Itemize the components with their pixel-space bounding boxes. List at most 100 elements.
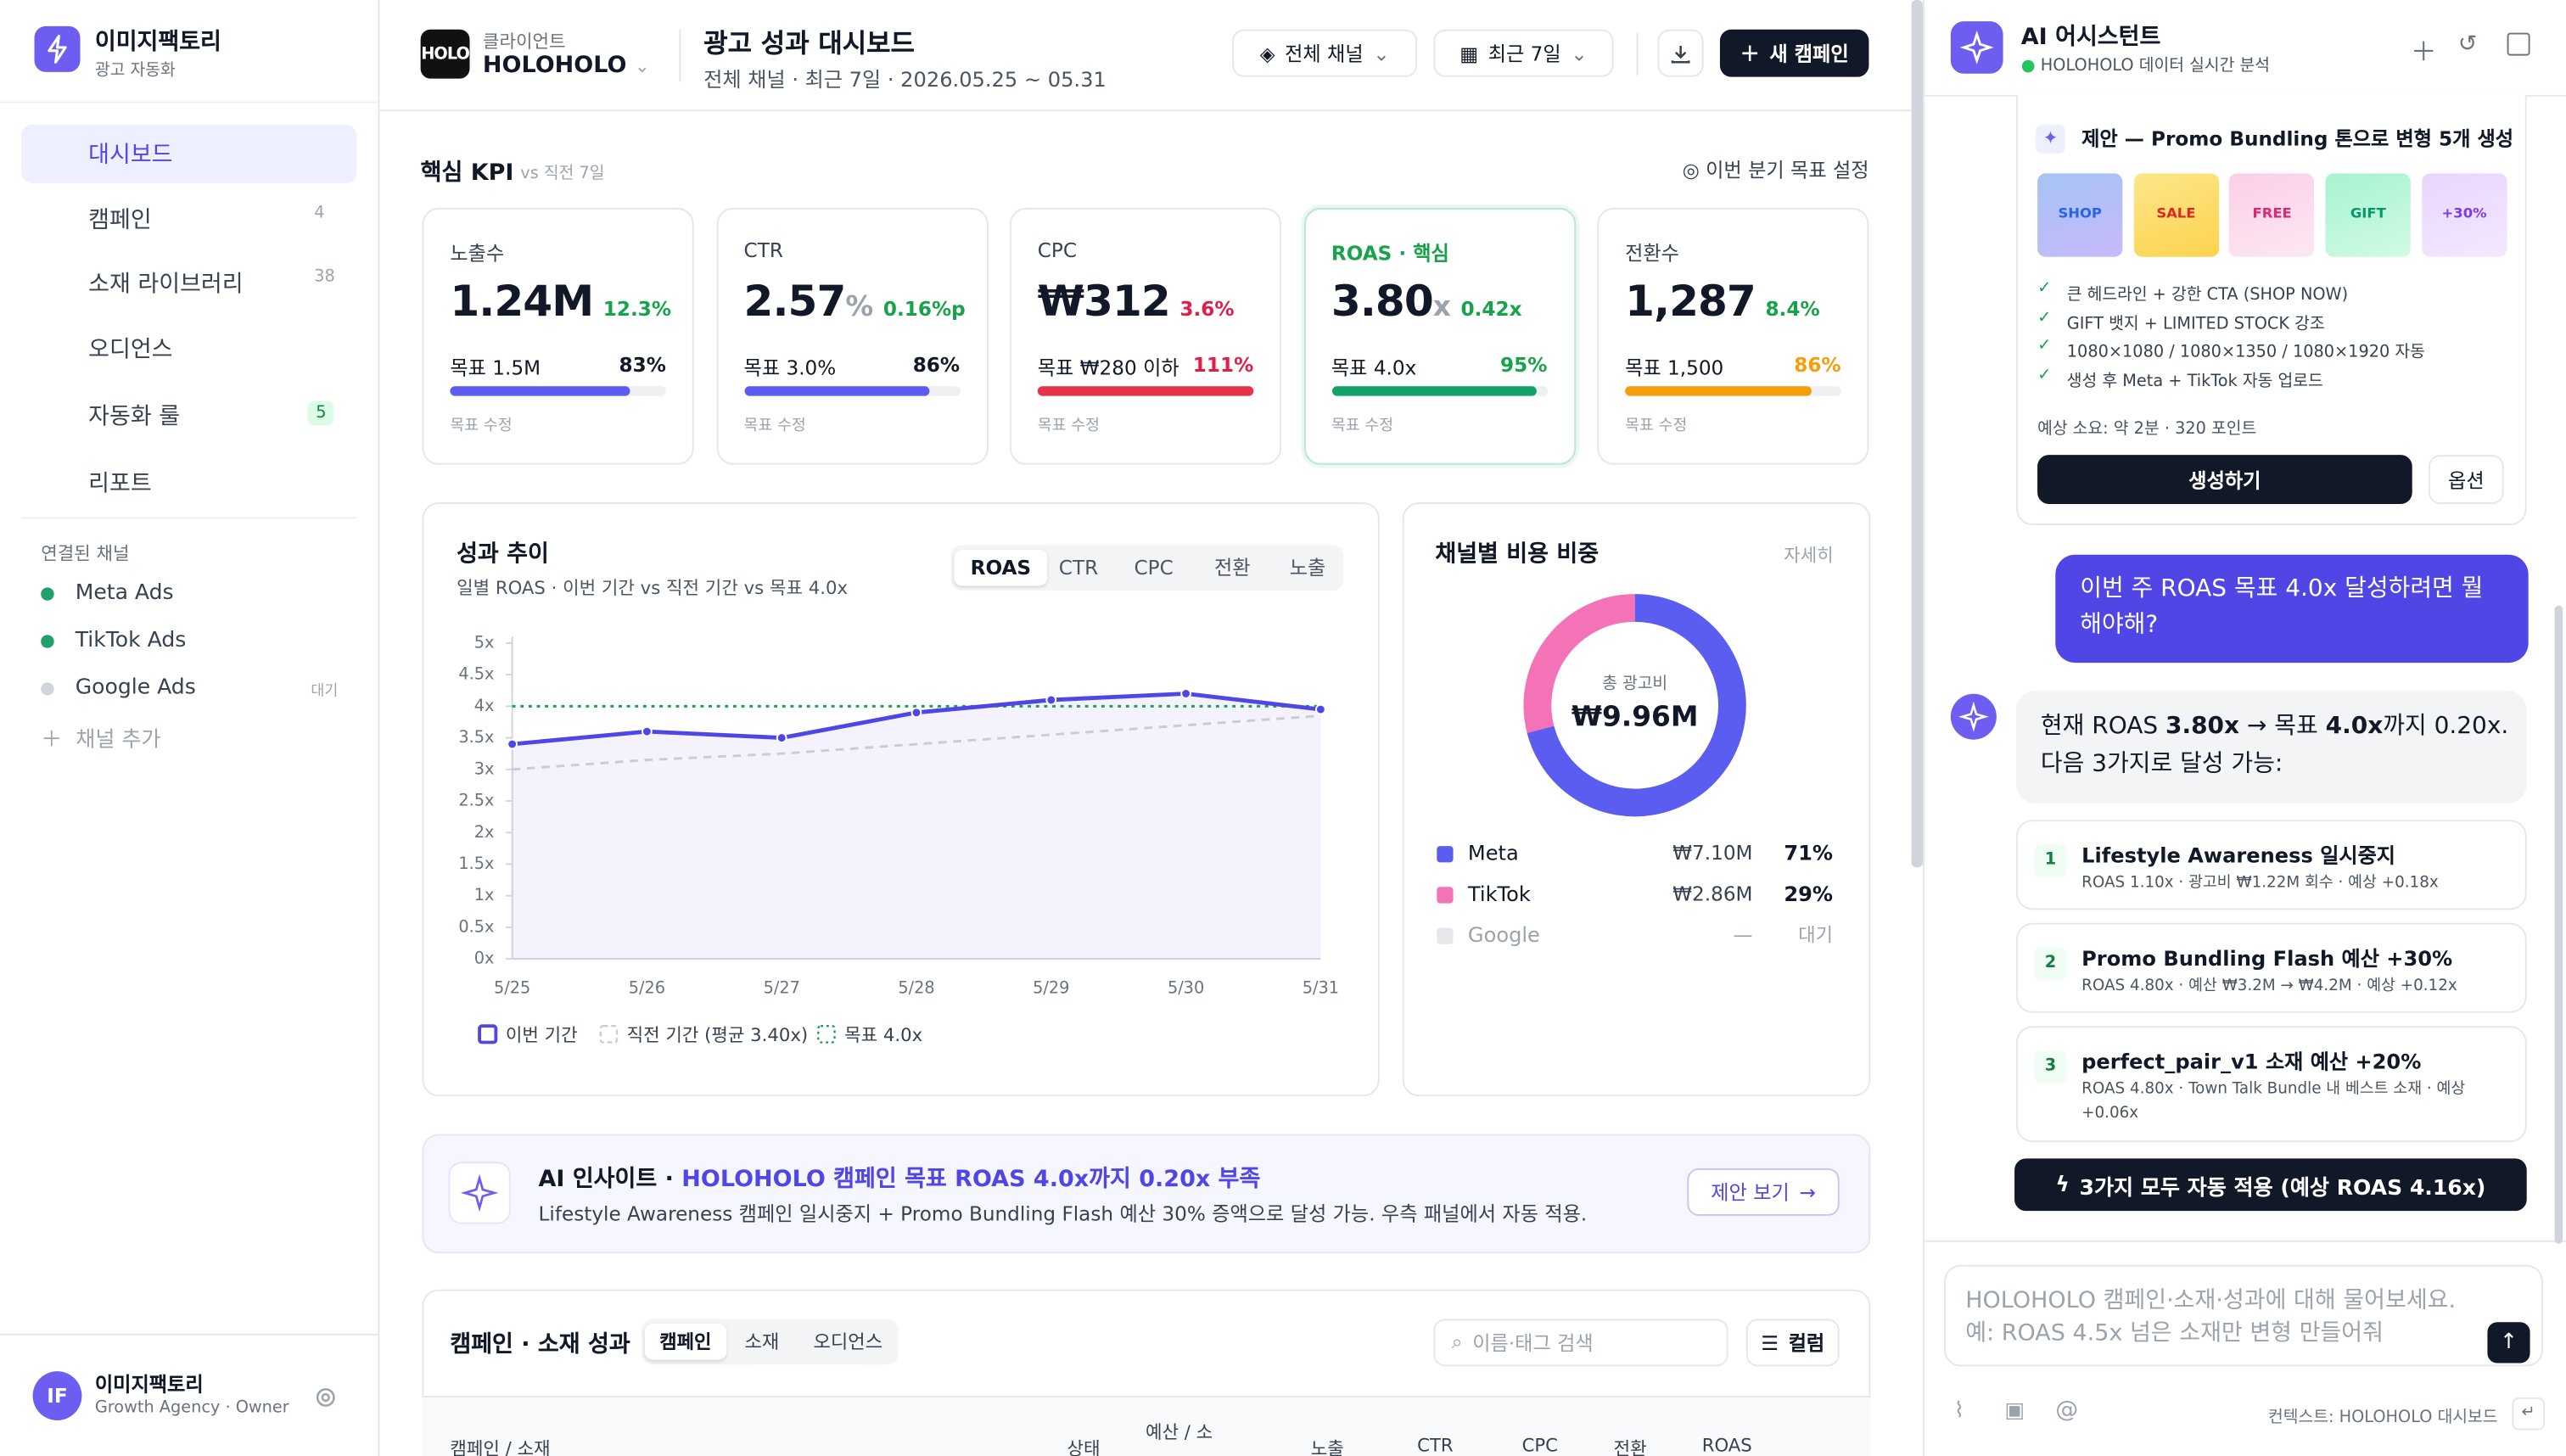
- nav-label[interactable]: 리포트: [88, 471, 152, 498]
- new-chat-icon[interactable]: ＋: [2410, 36, 2437, 68]
- period-filter[interactable]: ▦ 최근 7일 ⌄: [1433, 29, 1614, 77]
- channel-label[interactable]: Meta Ads: [75, 580, 174, 606]
- creative-thumb[interactable]: +30%: [2421, 173, 2507, 257]
- check-item: 큰 헤드라인 + 강한 CTA (SHOP NOW): [2066, 286, 2349, 305]
- creative-thumb[interactable]: SHOP: [2037, 173, 2123, 257]
- assistant-scrollbar[interactable]: [2554, 605, 2563, 1244]
- client-name[interactable]: HOLOHOLO ⌄: [483, 53, 650, 79]
- suggestion-num: 2: [2034, 947, 2067, 981]
- suggestion-card[interactable]: 3 perfect_pair_v1 소재 예산 +20% ROAS 4.80x · …: [2015, 1026, 2527, 1143]
- nav-badge: 38: [314, 268, 335, 287]
- page-title: 광고 성과 대시보드: [703, 27, 915, 59]
- channel-badge: 대기: [311, 684, 339, 701]
- apply-all-label: 3가지 모두 자동 적용 (예상 ROAS 4.16x): [2079, 1175, 2486, 1201]
- sparkle: [1959, 30, 1994, 64]
- generate-button[interactable]: 생성하기: [2037, 455, 2412, 504]
- proposal-card: [2015, 94, 2527, 526]
- image-icon[interactable]: ▣: [2004, 1398, 2025, 1424]
- table-tab[interactable]: 소재: [744, 1330, 780, 1353]
- channel-filter-label: 전체 채널: [1285, 42, 1364, 66]
- scrollbar[interactable]: [1911, 0, 1924, 868]
- check-icon: ✓: [2037, 308, 2052, 328]
- kpi-title: 핵심 KPI: [420, 160, 514, 187]
- context-button[interactable]: ↵: [2512, 1397, 2545, 1431]
- user-name: 이미지팩토리: [94, 1373, 204, 1397]
- details-link[interactable]: 자세히: [1784, 545, 1834, 567]
- add-channel[interactable]: ＋ 채널 추가: [41, 721, 160, 753]
- metric-tab[interactable]: CPC: [1134, 556, 1174, 580]
- legend-swatch: [478, 1024, 498, 1044]
- progress-bar: [743, 386, 930, 396]
- nav-label[interactable]: 캠페인: [88, 207, 152, 234]
- suggestion-card[interactable]: 1 Lifestyle Awareness 일시중지 ROAS 1.10x · 광고…: [2015, 820, 2527, 910]
- metric-tab[interactable]: 전환: [1213, 556, 1251, 580]
- creative-thumb[interactable]: FREE: [2229, 173, 2315, 257]
- kpi-label: 노출수: [450, 242, 505, 266]
- channel-label[interactable]: TikTok Ads: [75, 628, 187, 653]
- brand-sub: 광고 자동화: [94, 62, 176, 81]
- history-icon[interactable]: ↺: [2457, 31, 2478, 58]
- search-input[interactable]: ⌕ 이름·태그 검색: [1433, 1319, 1728, 1367]
- suggestion-title: Lifestyle Awareness 일시중지: [2081, 843, 2395, 868]
- kpi-edit[interactable]: 목표 수정: [1331, 417, 1394, 435]
- channel-filter[interactable]: ◈ 전체 채널 ⌄: [1232, 29, 1418, 77]
- bot-avatar: [1950, 693, 1997, 740]
- view-proposal-button[interactable]: 제안 보기 →: [1687, 1168, 1840, 1216]
- assistant-reply: 현재 ROAS 3.80x → 목표 4.0x까지 0.20x. 다음 3가지로 …: [2015, 690, 2527, 804]
- columns-label: 컬럼: [1788, 1331, 1825, 1355]
- table-tab[interactable]: 캠페인: [644, 1324, 726, 1360]
- legend-label: Meta: [1468, 842, 1519, 865]
- nav-label[interactable]: 대시보드: [88, 142, 173, 169]
- progress-bar: [1331, 386, 1537, 396]
- y-tick-label: 0.5x: [458, 916, 494, 936]
- reply-text: → 목표: [2239, 713, 2326, 740]
- kpi-card: 전환수 1,287 8.4% 목표 1,500 86% 목표 수정: [1597, 207, 1869, 465]
- kpi-card: CPC ₩312 3.6% 목표 ₩280 이하 111% 목표 수정: [1009, 207, 1282, 465]
- new-campaign-button[interactable]: ＋ 새 캠페인: [1719, 29, 1869, 77]
- attach-icon[interactable]: ⌇: [1953, 1398, 1964, 1424]
- assistant-panel: [1923, 0, 2566, 1456]
- mention-icon[interactable]: @: [2055, 1397, 2079, 1424]
- kpi-edit[interactable]: 목표 수정: [743, 417, 806, 435]
- kpi-edit[interactable]: 목표 수정: [1037, 417, 1100, 435]
- goal-setting[interactable]: ◎ 이번 분기 목표 설정: [1682, 159, 1869, 182]
- assistant-status-text: HOLOHOLO 데이터 실시간 분석: [2040, 57, 2270, 76]
- panel-toggle-icon[interactable]: [2507, 32, 2530, 56]
- x-tick-label: 5/25: [494, 977, 530, 997]
- kpi-goal: 목표 ₩280 이하: [1037, 356, 1179, 380]
- kpi-edit[interactable]: 목표 수정: [1625, 417, 1688, 435]
- metric-tab[interactable]: 노출: [1289, 556, 1326, 580]
- channel-label[interactable]: Google Ads: [75, 675, 196, 701]
- chevron: ⌄: [1373, 42, 1390, 65]
- chat-input[interactable]: [1944, 1264, 2543, 1367]
- period-filter-label: 최근 7일: [1487, 42, 1561, 66]
- download-button[interactable]: [1657, 29, 1704, 77]
- kpi-delta: 8.4%: [1765, 297, 1820, 321]
- table-header: [422, 1396, 1871, 1456]
- client-logo: HOLO: [420, 29, 470, 79]
- suggestion-card[interactable]: 2 Promo Bundling Flash 예산 +30% ROAS 4.80x …: [2015, 922, 2527, 1013]
- send-button[interactable]: ↑: [2487, 1322, 2530, 1364]
- creative-thumb[interactable]: SALE: [2133, 173, 2219, 257]
- settings-icon[interactable]: [312, 1385, 339, 1411]
- metric-tab[interactable]: CTR: [1058, 556, 1099, 580]
- kpi-value: 1.24M: [450, 277, 594, 328]
- options-button[interactable]: 옵션: [2428, 455, 2504, 504]
- columns-button[interactable]: ☰ 컬럼: [1745, 1319, 1840, 1367]
- apply-all-button[interactable]: ϟ 3가지 모두 자동 적용 (예상 ROAS 4.16x): [2014, 1158, 2527, 1212]
- nav-label[interactable]: 오디언스: [88, 337, 173, 364]
- metric-tab[interactable]: ROAS: [954, 549, 1048, 586]
- kpi-unit: x: [1432, 291, 1451, 324]
- nav-label[interactable]: 자동화 룰: [88, 404, 181, 431]
- table-tab[interactable]: 오디언스: [813, 1330, 883, 1353]
- header-border: [379, 109, 1912, 112]
- kpi-edit[interactable]: 목표 수정: [450, 417, 513, 435]
- divider: [0, 1333, 378, 1336]
- creative-thumb[interactable]: GIFT: [2325, 173, 2411, 257]
- kpi-goal: 목표 1,500: [1625, 356, 1724, 380]
- nav-label[interactable]: 소재 라이브러리: [88, 272, 244, 298]
- assistant-title: AI 어시스턴트: [2020, 24, 2161, 51]
- kpi-unit: %: [845, 291, 874, 324]
- column-header: 노출: [1310, 1438, 1344, 1456]
